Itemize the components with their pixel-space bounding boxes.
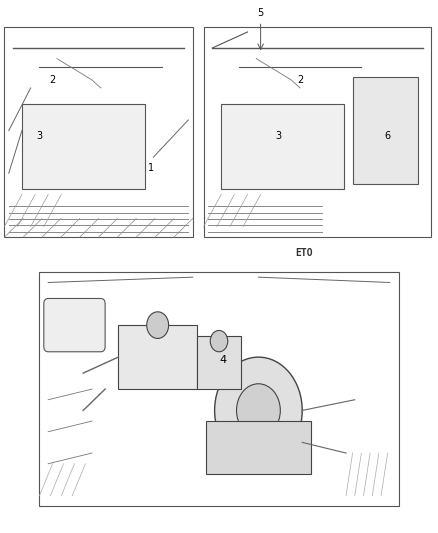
Text: 2: 2 bbox=[297, 75, 303, 85]
Bar bbox=[4, 27, 193, 237]
Text: 6: 6 bbox=[385, 131, 391, 141]
Bar bbox=[39, 272, 399, 506]
Text: 1: 1 bbox=[148, 163, 154, 173]
Circle shape bbox=[147, 312, 169, 338]
Text: ETO: ETO bbox=[296, 248, 313, 258]
Bar bbox=[22, 104, 145, 189]
Text: 5: 5 bbox=[258, 9, 264, 18]
Bar bbox=[353, 77, 418, 184]
Bar bbox=[118, 325, 197, 389]
Circle shape bbox=[215, 357, 302, 464]
Bar bbox=[197, 336, 241, 389]
Text: 4: 4 bbox=[220, 355, 227, 365]
Bar bbox=[206, 421, 311, 474]
Circle shape bbox=[237, 384, 280, 437]
Bar bbox=[221, 104, 344, 189]
Bar bbox=[204, 27, 431, 237]
Text: 2: 2 bbox=[49, 75, 56, 85]
FancyBboxPatch shape bbox=[44, 298, 105, 352]
Text: 3: 3 bbox=[275, 131, 281, 141]
Text: 3: 3 bbox=[36, 131, 42, 141]
Circle shape bbox=[210, 330, 228, 352]
